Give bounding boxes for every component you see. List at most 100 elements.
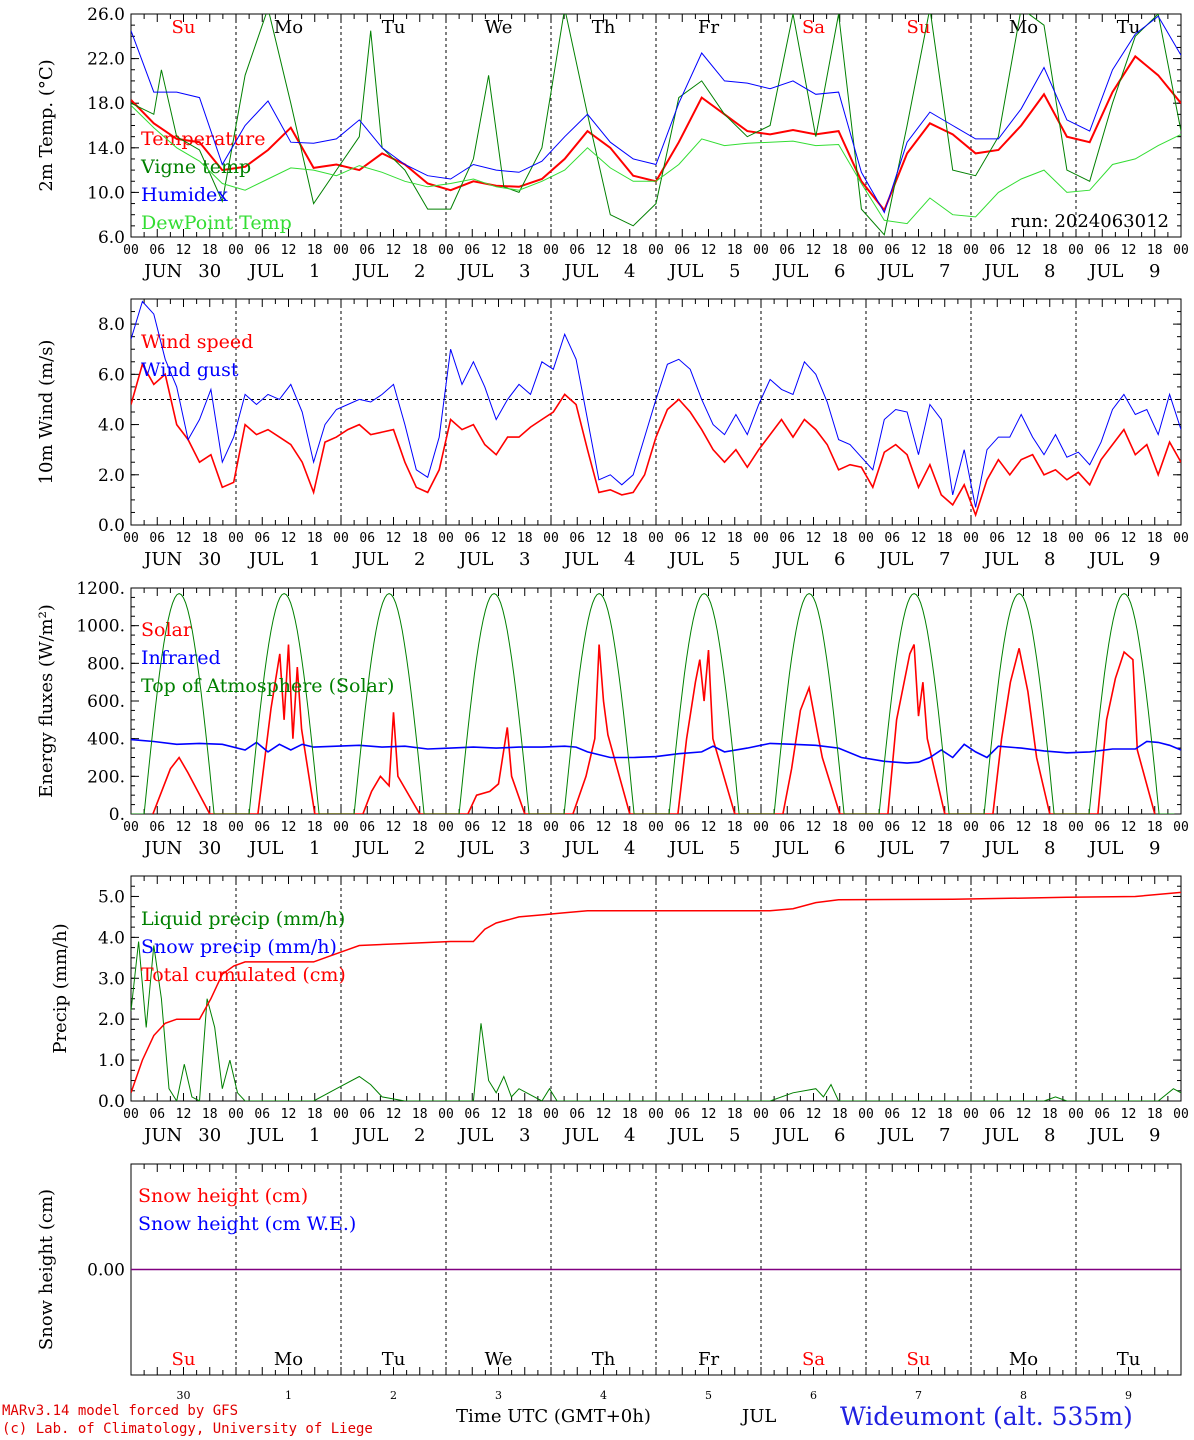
hour-label: 00 [1068, 1107, 1084, 1122]
date-month: JUL [982, 1125, 1018, 1146]
date-month: JUL [877, 838, 913, 859]
y-axis-label: Precip (mm/h) [50, 923, 71, 1053]
date-day: 8 [1044, 1125, 1055, 1146]
hour-label: 06 [779, 243, 795, 258]
date-day: 7 [939, 549, 950, 570]
hour-label: 00 [858, 1107, 874, 1122]
hour-label: 12 [596, 243, 612, 258]
weekday-label: Mo [274, 1349, 303, 1370]
hour-label: 00 [1173, 243, 1189, 258]
series-line-total-cumulated-cm- [131, 891, 1181, 1094]
hour-label: 06 [1094, 243, 1110, 258]
date-day: 6 [834, 838, 845, 859]
hour-label: 18 [937, 820, 953, 835]
date-day: 5 [729, 1125, 740, 1146]
date-month: JUN [142, 549, 182, 570]
hour-label: 06 [779, 531, 795, 546]
hour-label: 18 [1147, 243, 1163, 258]
hour-label: 12 [491, 531, 507, 546]
series-line-solar [152, 644, 1156, 814]
weekday-label: Mo [274, 17, 303, 38]
date-day: 30 [198, 838, 221, 859]
date-day: 5 [729, 549, 740, 570]
hour-label: 18 [1042, 820, 1058, 835]
weekday-label: Tu [1117, 17, 1141, 38]
panel-1: 6.0 10.0 14.0 18.0 22.0 26.0 2m Temp. (°C) 00 06… [36, 5, 1189, 282]
y-tick-label: 800. [87, 654, 125, 674]
date-month: JUL [352, 261, 388, 282]
hour-label: 12 [596, 531, 612, 546]
hour-label: 12 [1016, 820, 1032, 835]
hour-label: 06 [884, 1107, 900, 1122]
hour-label: 12 [491, 243, 507, 258]
hour-label: 06 [464, 1107, 480, 1122]
weekday-label: Tu [1117, 1349, 1141, 1370]
hour-label: 00 [753, 1107, 769, 1122]
hour-label: 18 [412, 820, 428, 835]
hour-label: 00 [333, 820, 349, 835]
hour-label: 18 [832, 243, 848, 258]
hour-label: 06 [254, 243, 270, 258]
hour-label: 06 [359, 1107, 375, 1122]
hour-label: 12 [806, 531, 822, 546]
hour-label: 18 [937, 243, 953, 258]
date-day: 3 [519, 549, 530, 570]
date-month: JUL [772, 838, 808, 859]
date-day: 3 [519, 261, 530, 282]
hour-label: 06 [989, 1107, 1005, 1122]
date-day: 7 [939, 1125, 950, 1146]
x-axis-title: Time UTC (GMT+0h) [456, 1406, 651, 1427]
hour-label: 06 [1094, 1107, 1110, 1122]
date-day: 4 [624, 261, 635, 282]
y-tick-label: 1.0 [98, 1051, 125, 1071]
hour-label: 18 [622, 820, 638, 835]
hour-label: 06 [779, 820, 795, 835]
date-month: JUL [1087, 549, 1123, 570]
date-month: JUL [877, 549, 913, 570]
hour-label: 00 [963, 1107, 979, 1122]
hour-label: 06 [989, 820, 1005, 835]
y-tick-label: 4.0 [98, 416, 125, 436]
hour-label: 12 [491, 820, 507, 835]
bottom-date-label: 6 [810, 1389, 817, 1402]
hour-label: 18 [1147, 1107, 1163, 1122]
weekday-label: Su [172, 17, 196, 38]
weekday-label: Mo [1009, 17, 1038, 38]
weekday-label: Mo [1009, 1349, 1038, 1370]
hour-label: 18 [1042, 531, 1058, 546]
y-tick-label: 3.0 [98, 969, 125, 989]
weekday-label: Th [592, 17, 616, 38]
legend-entry: Infrared [141, 647, 221, 669]
hour-label: 06 [569, 1107, 585, 1122]
hour-label: 12 [281, 1107, 297, 1122]
hour-label: 12 [176, 820, 192, 835]
y-axis-label: 2m Temp. (°C) [36, 59, 57, 191]
hour-label: 00 [438, 820, 454, 835]
hour-label: 12 [281, 531, 297, 546]
hour-label: 00 [753, 820, 769, 835]
hour-label: 06 [359, 820, 375, 835]
date-day: 9 [1149, 549, 1160, 570]
legend-entry: Solar [141, 619, 193, 641]
hour-label: 06 [674, 243, 690, 258]
hour-label: 06 [254, 1107, 270, 1122]
date-month: JUL [247, 1125, 283, 1146]
panel-3: 0. 200. 400. 600. 800. 1000. 1200. Energy fluxe… [36, 579, 1189, 859]
panel-5: 0.00 Snow height (cm) Su Mo Tu We Th Fr Sa Su Mo Tu… [36, 1163, 1182, 1402]
hour-label: 18 [937, 1107, 953, 1122]
legend-entry: Liquid precip (mm/h) [141, 908, 345, 930]
hour-label: 00 [1173, 531, 1189, 546]
date-month: JUL [667, 261, 703, 282]
hour-label: 12 [281, 243, 297, 258]
hour-label: 06 [359, 243, 375, 258]
hour-label: 18 [727, 243, 743, 258]
hour-label: 06 [254, 531, 270, 546]
date-month: JUN [142, 1125, 182, 1146]
hour-label: 00 [228, 1107, 244, 1122]
hour-label: 06 [149, 1107, 165, 1122]
date-month: JUL [562, 261, 598, 282]
date-month: JUL [772, 549, 808, 570]
hour-label: 00 [123, 243, 139, 258]
hour-label: 18 [1147, 820, 1163, 835]
